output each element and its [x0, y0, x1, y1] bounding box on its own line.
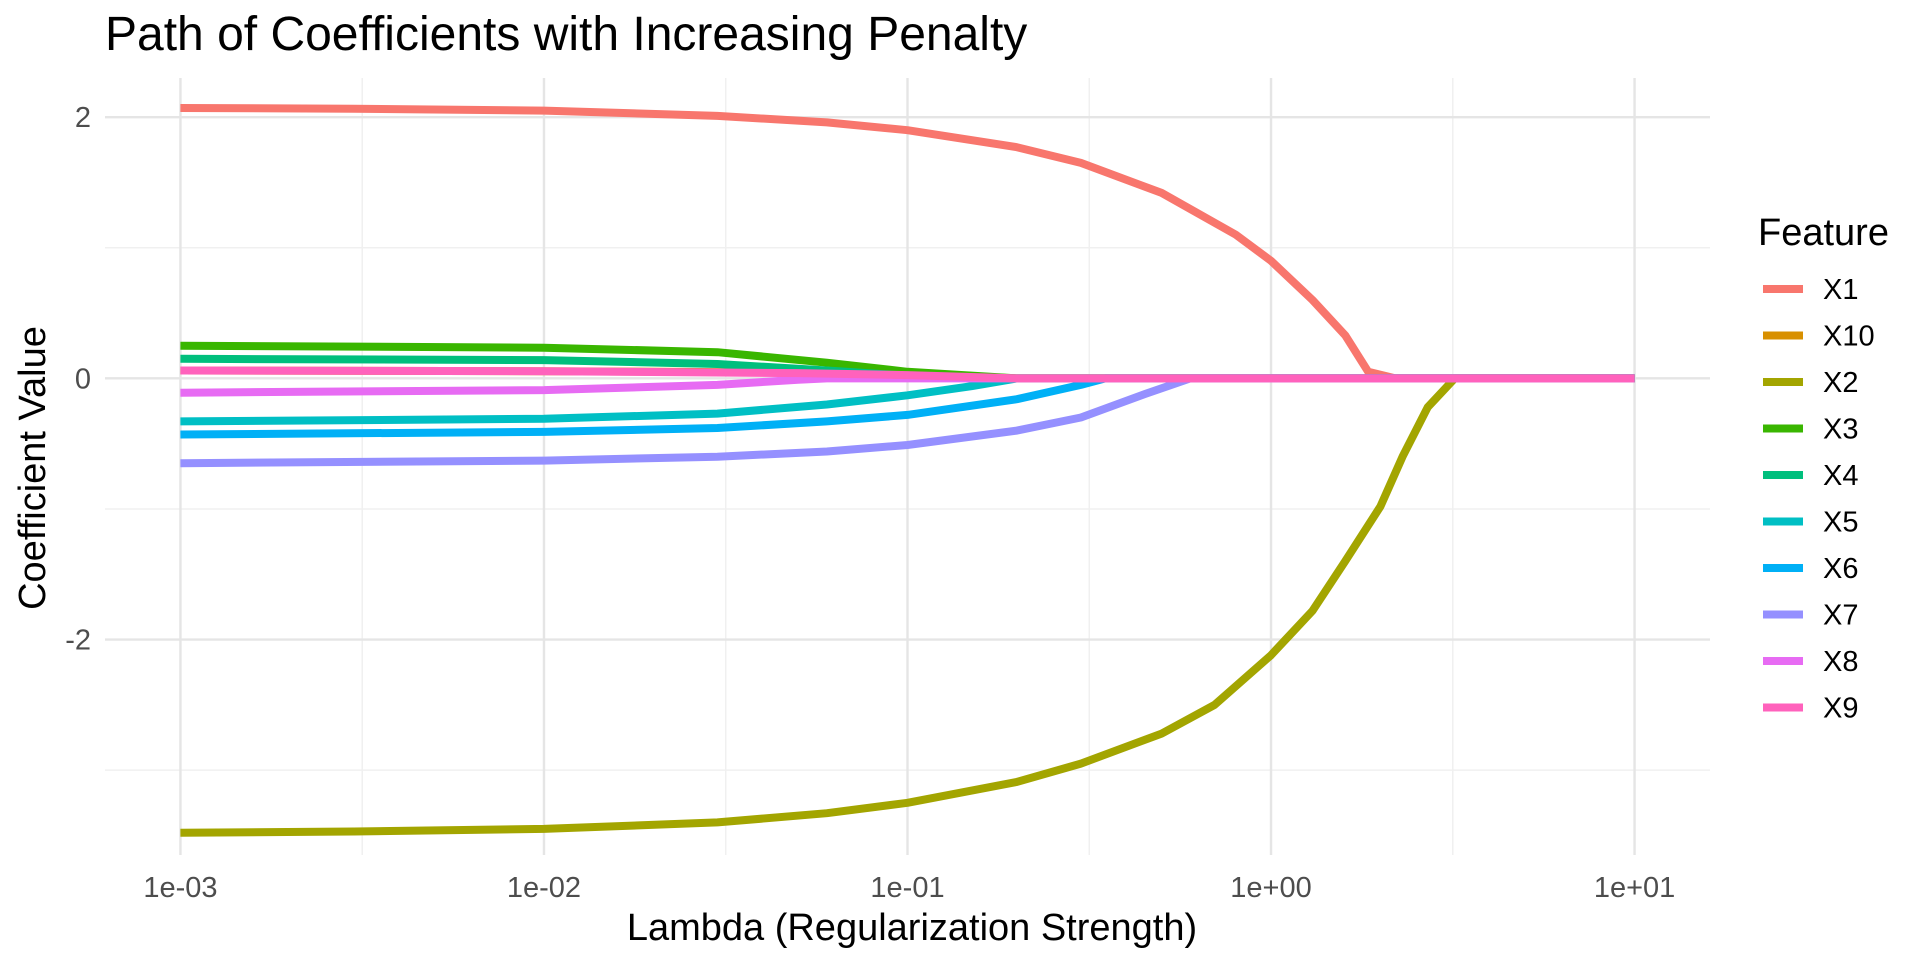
legend-label-x7: X7	[1823, 600, 1858, 632]
tick-labels: 1e-03 1e-02 1e-01 1e+00 1e+01 -2 0 2	[65, 102, 1675, 904]
x-axis-title: Lambda (Regularization Strength)	[627, 907, 1197, 949]
legend: Feature X1 X10 X2 X3 X4 X5 X6 X7 X8 X9	[1758, 212, 1889, 725]
series-line-x7	[180, 374, 1635, 468]
legend-label-x10: X10	[1823, 321, 1875, 353]
legend-label-x8: X8	[1823, 646, 1858, 678]
legend-items: X1 X10 X2 X3 X4 X5 X6 X7 X8 X9	[1763, 274, 1875, 725]
x-tick-label: 1e-03	[143, 872, 217, 904]
x-tick-label: 1e+01	[1594, 872, 1675, 904]
series-line-x2	[180, 374, 1635, 837]
legend-label-x1: X1	[1823, 274, 1858, 306]
y-axis-title: Coefficient Value	[12, 326, 54, 610]
x-tick-label: 1e-02	[507, 872, 581, 904]
y-tick-label: 0	[75, 363, 91, 395]
legend-label-x9: X9	[1823, 693, 1858, 725]
y-tick-label: -2	[65, 625, 91, 657]
series-layer	[180, 104, 1635, 837]
y-tick-label: 2	[75, 102, 91, 134]
legend-label-x5: X5	[1823, 507, 1858, 539]
legend-title: Feature	[1758, 212, 1889, 254]
legend-label-x2: X2	[1823, 367, 1858, 399]
legend-label-x3: X3	[1823, 414, 1858, 446]
x-tick-label: 1e-01	[870, 872, 944, 904]
grid-layer	[105, 78, 1710, 855]
x-tick-label: 1e+00	[1230, 872, 1311, 904]
series-line-x1	[180, 104, 1635, 383]
series-line-x9	[180, 366, 1635, 383]
legend-label-x6: X6	[1823, 553, 1858, 585]
legend-label-x4: X4	[1823, 460, 1858, 492]
chart-title: Path of Coefficients with Increasing Pen…	[105, 8, 1027, 61]
